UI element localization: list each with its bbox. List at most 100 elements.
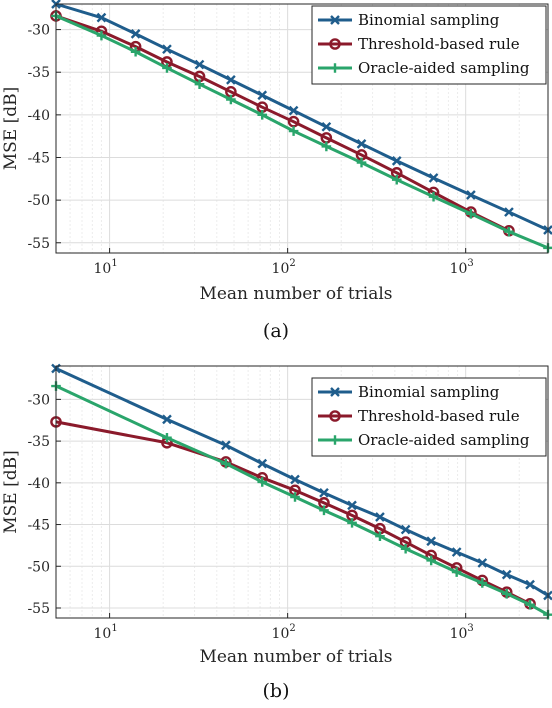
- data-point: [194, 79, 205, 89]
- series-x: [51, 363, 552, 601]
- x-tick-label: 103: [450, 623, 474, 642]
- data-point: [451, 547, 462, 557]
- data-point: [162, 63, 172, 73]
- data-point: [400, 543, 411, 554]
- data-point: [96, 12, 107, 23]
- data-point: [162, 432, 172, 443]
- data-point: [226, 75, 236, 85]
- data-point: [288, 105, 299, 116]
- legend-label: Oracle-aided sampling: [358, 59, 530, 77]
- legend-marker: [330, 63, 340, 73]
- legend-item: Oracle-aided sampling: [318, 59, 530, 77]
- data-point: [501, 589, 512, 599]
- data-point: [319, 487, 329, 498]
- data-point: [477, 558, 488, 568]
- data-point: [130, 28, 141, 39]
- chart-panel-2: -30 -35 -40 -45 -50 -55 101 102 103 Mean number o…: [1, 363, 552, 702]
- x-tick-label: 102: [272, 258, 296, 277]
- data-point: [504, 207, 514, 217]
- legend-item: Binomial sampling: [318, 383, 500, 401]
- x-tick-label: 102: [272, 623, 296, 642]
- legend-item: Oracle-aided sampling: [318, 431, 530, 449]
- y-tick-label: -40: [27, 476, 50, 492]
- data-point: [130, 46, 141, 57]
- data-point: [400, 524, 411, 535]
- legend-item: Binomial sampling: [318, 11, 500, 29]
- data-point: [226, 94, 236, 105]
- y-tick-label: -55: [27, 601, 50, 617]
- legend-marker: [329, 410, 341, 422]
- y-tick-label: -40: [27, 108, 50, 124]
- legend-label: Binomial sampling: [358, 383, 500, 401]
- series-x: [51, 0, 552, 235]
- y-tick-label: -35: [27, 434, 50, 450]
- data-point: [477, 578, 488, 588]
- data-point: [426, 555, 436, 566]
- legend-label: Oracle-aided sampling: [358, 431, 530, 449]
- data-point: [290, 474, 300, 485]
- data-point: [356, 157, 367, 168]
- x-tick-label: 103: [450, 258, 474, 277]
- legend: Binomial sampling Threshold-based rule Ora…: [311, 5, 547, 85]
- data-point: [504, 226, 514, 237]
- data-point: [257, 110, 268, 120]
- data-point: [321, 121, 332, 132]
- legend: Binomial sampling Threshold-based rule Ora…: [311, 377, 547, 457]
- data-point: [375, 512, 385, 522]
- chart-panel-1: -30 -35 -40 -45 -50 -55 101 102 103 Mean number o…: [1, 0, 552, 342]
- data-point: [162, 414, 172, 425]
- y-tick-label: -35: [27, 65, 50, 81]
- y-tick-label: -30: [27, 392, 50, 408]
- data-point: [221, 458, 231, 469]
- x-tick-label: 101: [93, 258, 117, 277]
- data-point: [375, 531, 385, 542]
- series-+: [51, 11, 552, 253]
- y-tick-label: -30: [27, 23, 50, 39]
- legend-marker: [330, 15, 340, 25]
- data-point: [290, 492, 300, 502]
- y-tick-label: -50: [27, 193, 50, 209]
- data-point: [162, 44, 172, 55]
- data-point: [391, 156, 402, 166]
- data-point: [257, 477, 268, 487]
- data-point: [356, 139, 367, 149]
- legend-label: Threshold-based rule: [358, 35, 520, 53]
- axes-box: [55, 3, 549, 254]
- data-point: [96, 30, 107, 41]
- legend-label: Threshold-based rule: [358, 407, 520, 425]
- data-point: [257, 458, 268, 469]
- legend-marker: [330, 387, 340, 397]
- data-point: [426, 536, 437, 547]
- y-tick-label: -45: [27, 518, 50, 534]
- legend-item: Threshold-based rule: [318, 407, 520, 425]
- series-line: [55, 14, 510, 233]
- y-axis-label: MSE [dB]: [1, 87, 21, 171]
- x-tick-label: 101: [93, 623, 117, 642]
- data-point: [466, 190, 476, 200]
- legend-marker: [330, 435, 340, 445]
- data-point: [319, 505, 329, 516]
- y-tick-label: -50: [27, 559, 50, 575]
- x-axis-label: Mean number of trials: [199, 647, 392, 667]
- data-point: [288, 126, 299, 136]
- y-tick-label: -45: [27, 150, 50, 166]
- legend-label: Binomial sampling: [358, 11, 500, 29]
- data-point: [194, 59, 205, 70]
- data-point: [525, 579, 535, 590]
- legend-item: Threshold-based rule: [318, 35, 520, 53]
- data-point: [347, 500, 357, 511]
- data-point: [321, 141, 332, 152]
- y-tick-label: -55: [27, 236, 50, 252]
- data-point: [391, 174, 402, 185]
- axes-box: [55, 365, 549, 619]
- data-point: [466, 208, 476, 219]
- data-point: [347, 518, 357, 528]
- legend-marker: [329, 38, 341, 50]
- data-point: [451, 567, 462, 577]
- data-point: [221, 440, 231, 451]
- y-axis-label: MSE [dB]: [1, 450, 21, 534]
- data-point: [428, 173, 439, 183]
- data-point: [525, 599, 535, 610]
- data-point: [257, 90, 268, 101]
